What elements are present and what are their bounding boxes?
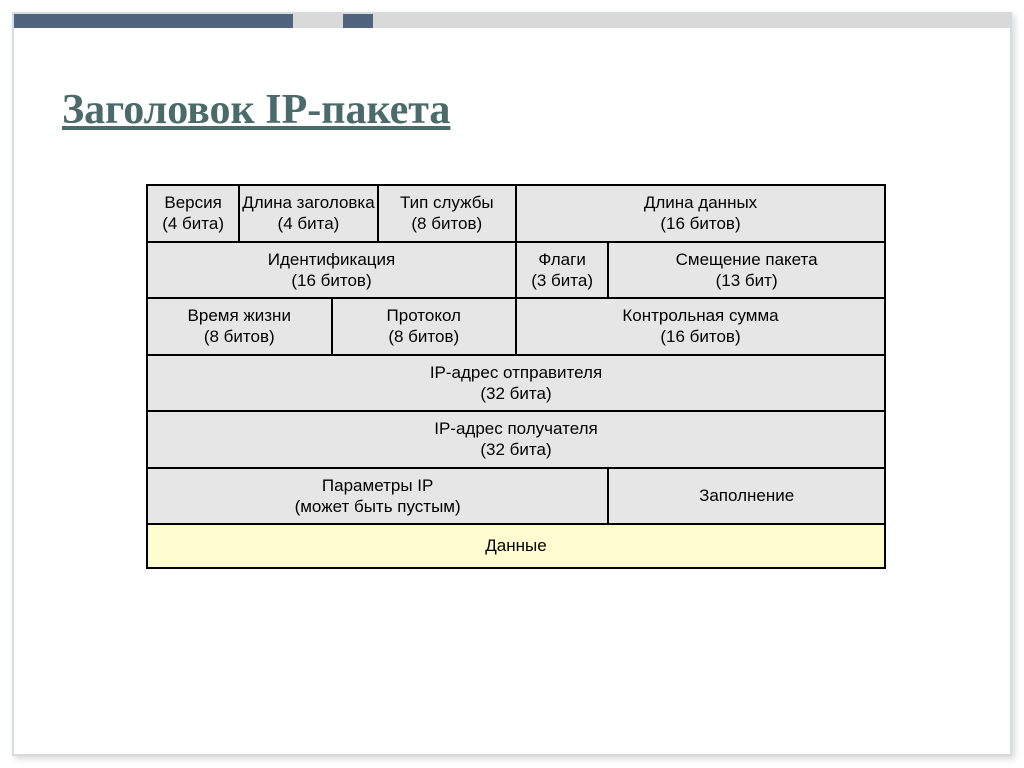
field-bits: (8 битов) — [411, 213, 482, 234]
field-label: Тип службы — [400, 192, 494, 213]
field-label: Смещение пакета — [676, 249, 818, 270]
field-ttl: Время жизни (8 битов) — [147, 298, 332, 355]
field-label: Флаги — [538, 249, 585, 270]
field-label: Данные — [485, 535, 546, 556]
field-protocol: Протокол (8 битов) — [332, 298, 517, 355]
field-options: Параметры IP (может быть пустым) — [147, 468, 608, 525]
field-label: Заполнение — [699, 485, 794, 506]
field-bits: (13 бит) — [716, 270, 778, 291]
field-bits: (32 бита) — [480, 383, 551, 404]
topbar-seg — [293, 14, 343, 28]
field-bits: (16 битов) — [660, 326, 740, 347]
field-label: Время жизни — [188, 305, 291, 326]
topbar-seg — [14, 14, 293, 28]
slide-frame: Заголовок IP-пакета Версия (4 бита) Длин… — [12, 12, 1012, 756]
field-ihl: Длина заголовка (4 бита) — [239, 185, 377, 242]
ip-header-diagram: Версия (4 бита) Длина заголовка (4 бита)… — [146, 184, 886, 569]
field-checksum: Контрольная сумма (16 битов) — [516, 298, 885, 355]
field-bits: (4 бита) — [162, 213, 224, 234]
field-fragment-offset: Смещение пакета (13 бит) — [608, 242, 885, 299]
field-label: Протокол — [387, 305, 461, 326]
field-version: Версия (4 бита) — [147, 185, 239, 242]
field-label: Идентификация — [268, 249, 395, 270]
topbar-seg — [343, 14, 373, 28]
field-identification: Идентификация (16 битов) — [147, 242, 516, 299]
field-dst-ip: IP-адрес получателя (32 бита) — [147, 411, 885, 468]
field-bits: (4 бита) — [278, 213, 340, 234]
field-total-length: Длина данных (16 битов) — [516, 185, 885, 242]
field-label: Версия — [164, 192, 221, 213]
table-row: IP-адрес отправителя (32 бита) — [147, 355, 885, 412]
field-label: Контрольная сумма — [622, 305, 778, 326]
table-row: Параметры IP (может быть пустым) Заполне… — [147, 468, 885, 525]
field-data: Данные — [147, 524, 885, 568]
field-src-ip: IP-адрес отправителя (32 бита) — [147, 355, 885, 412]
field-bits: (8 битов) — [204, 326, 275, 347]
table-row: Версия (4 бита) Длина заголовка (4 бита)… — [147, 185, 885, 242]
field-flags: Флаги (3 бита) — [516, 242, 608, 299]
field-tos: Тип службы (8 битов) — [378, 185, 516, 242]
field-bits: (8 битов) — [388, 326, 459, 347]
field-label: Длина данных — [644, 192, 757, 213]
table-row: Данные — [147, 524, 885, 568]
field-bits: (3 бита) — [531, 270, 593, 291]
slide-title: Заголовок IP-пакета — [62, 86, 450, 134]
table-row: IP-адрес получателя (32 бита) — [147, 411, 885, 468]
field-label: Параметры IP — [322, 475, 433, 496]
field-bits: (16 битов) — [660, 213, 740, 234]
table-row: Идентификация (16 битов) Флаги (3 бита) … — [147, 242, 885, 299]
field-bits: (может быть пустым) — [295, 496, 461, 517]
field-bits: (16 битов) — [291, 270, 371, 291]
topbar-seg — [373, 14, 1010, 28]
table-row: Время жизни (8 битов) Протокол (8 битов)… — [147, 298, 885, 355]
field-label: Длина заголовка — [242, 192, 375, 213]
slide-topbar — [14, 14, 1010, 28]
field-bits: (32 бита) — [480, 439, 551, 460]
field-label: IP-адрес получателя — [434, 418, 597, 439]
field-label: IP-адрес отправителя — [430, 362, 602, 383]
field-padding: Заполнение — [608, 468, 885, 525]
